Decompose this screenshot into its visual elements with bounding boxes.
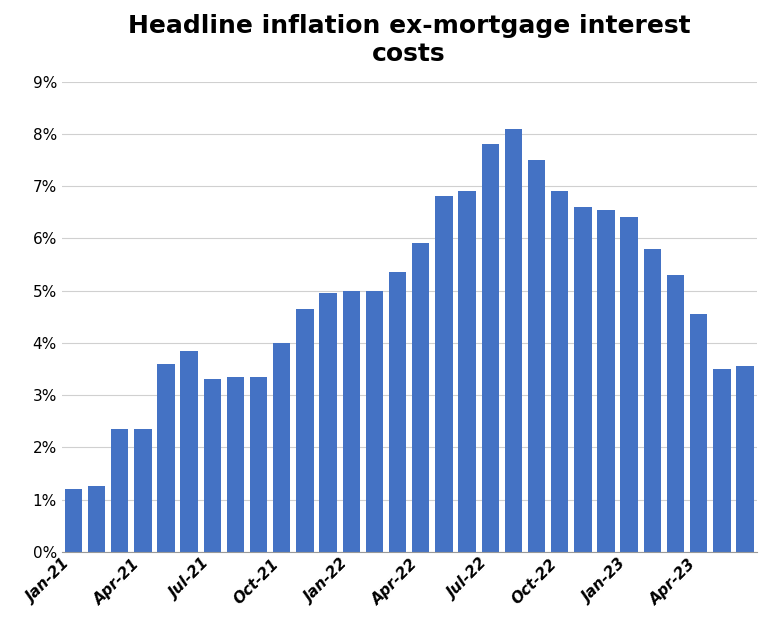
Bar xyxy=(250,377,267,552)
Bar xyxy=(435,196,452,552)
Bar xyxy=(482,144,499,552)
Bar xyxy=(459,191,476,552)
Bar xyxy=(598,209,615,552)
Bar xyxy=(111,429,128,552)
Bar xyxy=(667,275,684,552)
Bar xyxy=(88,487,105,552)
Bar xyxy=(574,207,591,552)
Bar xyxy=(320,293,337,552)
Bar xyxy=(412,243,429,552)
Bar xyxy=(713,369,730,552)
Bar xyxy=(227,377,244,552)
Bar xyxy=(621,218,638,552)
Bar xyxy=(204,379,221,552)
Bar xyxy=(528,160,545,552)
Bar xyxy=(134,429,151,552)
Bar xyxy=(273,343,290,552)
Bar xyxy=(644,249,661,552)
Bar xyxy=(343,290,360,552)
Bar xyxy=(65,489,82,552)
Bar xyxy=(181,350,198,552)
Bar xyxy=(157,364,174,552)
Bar xyxy=(389,272,406,552)
Bar xyxy=(690,314,707,552)
Bar xyxy=(736,366,753,552)
Bar xyxy=(296,309,313,552)
Bar xyxy=(505,129,522,552)
Bar xyxy=(366,290,383,552)
Bar xyxy=(551,191,568,552)
Title: Headline inflation ex-mortgage interest
costs: Headline inflation ex-mortgage interest … xyxy=(128,14,690,66)
